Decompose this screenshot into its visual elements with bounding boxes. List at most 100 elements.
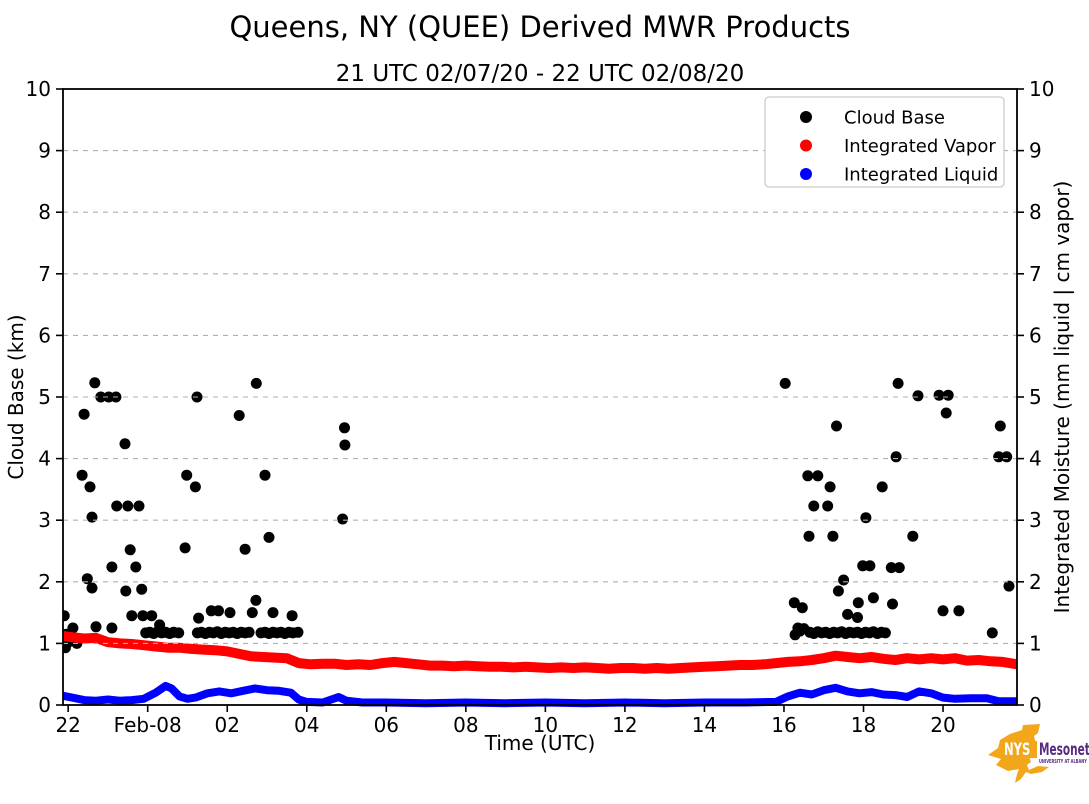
cloud-base-point [879,627,891,639]
x-tick-label: 08 [453,713,478,737]
cloud-base-point [867,592,879,604]
cloud-base-point [822,500,834,512]
right-y-tick-label: 7 [1029,262,1042,286]
cloud-base-point [133,500,145,512]
logo-nys-background [1002,741,1037,758]
cloud-base-point [803,530,815,542]
cloud-base-point [864,560,876,572]
x-tick-label: 04 [294,713,319,737]
cloud-base-point [84,481,96,493]
cloud-base-point [852,597,864,609]
x-tick-label: 22 [55,713,80,737]
cloud-base-point [860,512,872,524]
right-y-tick-label: 6 [1029,323,1042,347]
nys-mesonet-logo: NYS Mesonet UNIVERSITY AT ALBANY [988,724,1089,783]
cloud-base-point [263,531,275,543]
cloud-base-point [106,622,118,634]
cloud-base-point [876,481,888,493]
left-y-tick-label: 9 [38,139,51,163]
cloud-base-point [940,407,952,419]
cloud-base-point [95,391,107,403]
left-y-tick-label: 7 [38,262,51,286]
cloud-base-point [179,542,191,554]
cloud-base-point [81,573,93,585]
cloud-base-point [933,389,945,401]
x-tick-label: 16 [771,713,796,737]
left-y-tick-label: 2 [38,570,51,594]
cloud-base-point [907,530,919,542]
cloud-base-point [852,612,863,623]
right-y-tick-label: 9 [1029,139,1042,163]
cloud-base-point [122,500,134,512]
cloud-base-point [246,607,258,619]
cloud-base-point [832,585,844,597]
x-tick-label: 02 [215,713,240,737]
right-y-axis-label: Integrated Moisture (mm liquid | cm vapo… [1050,181,1074,614]
cloud-base-point [292,626,304,638]
legend-marker-cloud-base [800,111,812,123]
cloud-base-point [812,470,824,482]
legend-label-integrated-liquid: Integrated Liquid [844,165,998,186]
cloud-base-point [986,627,998,639]
right-y-tick-label: 3 [1029,508,1042,532]
left-y-tick-label: 6 [38,323,51,347]
x-tick-label: 18 [851,713,876,737]
cloud-base-point [78,408,90,420]
cloud-base-point [146,610,158,622]
x-tick-label: 06 [374,713,399,737]
cloud-base-point [111,500,123,512]
cloud-base-point [213,605,224,617]
legend-label-integrated-vapor: Integrated Vapor [844,136,996,157]
cloud-base-point [76,469,88,481]
cloud-base-point [126,610,138,622]
cloud-base-point [286,610,298,622]
cloud-base-point [808,500,820,512]
cloud-base-point [89,377,101,389]
right-y-tick-label: 1 [1029,631,1042,655]
right-y-tick-label: 4 [1029,447,1042,471]
chart-title: Queens, NY (QUEE) Derived MWR Products [229,10,850,44]
right-y-tick-label: 0 [1029,693,1042,717]
cloud-base-point [86,511,98,523]
cloud-base-point [124,544,136,556]
cloud-base-point [779,377,791,389]
legend-box [764,96,1005,188]
cloud-base-point [193,612,205,624]
cloud-base-point [893,562,905,574]
cloud-base-point [189,481,201,493]
cloud-base-point [953,605,965,617]
cloud-base-point [937,605,949,617]
cloud-base-point [130,561,142,573]
logo-nys-text: NYS [1004,741,1030,760]
left-y-tick-label: 4 [38,447,51,471]
cloud-base-point [887,598,898,610]
cloud-base-point [831,420,842,432]
logo-mesonet-text: Mesonet [1039,741,1089,760]
integrated-liquid-line [63,681,1017,708]
cloud-base-point [119,438,131,450]
left-y-axis-label: Cloud Base (km) [4,314,28,479]
x-tick-label: 20 [930,713,955,737]
cloud-base-point [250,594,262,606]
cloud-base-point [86,582,98,594]
cloud-base-point [339,439,351,451]
cloud-base-point [1003,580,1015,592]
cloud-base-point [67,622,79,634]
cloud-base-point [181,469,193,481]
cloud-base-point [885,562,897,574]
cloud-base-point [106,561,118,573]
cloud-base-point [788,597,800,609]
cloud-base-point [842,608,854,620]
right-y-tick-label: 5 [1029,385,1042,409]
cloud-base-point [994,420,1006,432]
right-y-tick-label: 10 [1029,77,1054,101]
cloud-base-point [827,530,839,542]
cloud-base-point [250,377,262,389]
cloud-base-point [912,390,924,402]
cloud-base-point [243,626,255,638]
cloud-base-point [259,469,271,481]
chart-subtitle: 21 UTC 02/07/20 - 22 UTC 02/08/20 [336,61,745,87]
cloud-base-point [90,621,102,633]
legend-marker-integrated-liquid [800,168,812,180]
